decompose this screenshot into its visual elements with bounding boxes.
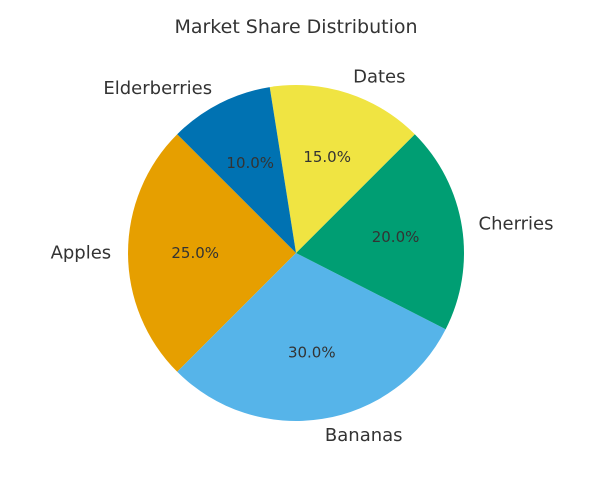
- pie-slices: [128, 85, 464, 421]
- category-label-cherries: Cherries: [479, 214, 554, 235]
- category-label-dates: Dates: [353, 67, 405, 88]
- category-label-bananas: Bananas: [325, 425, 403, 446]
- pie-slice-dates: [269, 85, 415, 253]
- category-label-elderberries: Elderberries: [103, 78, 212, 99]
- percent-label-cherries: 20.0%: [372, 228, 420, 246]
- category-labels: Apples Bananas Cherries Dates Elderberries: [51, 67, 554, 446]
- percent-label-apples: 25.0%: [171, 244, 219, 262]
- pie-slice-elderberries: [177, 87, 296, 253]
- percent-label-bananas: 30.0%: [288, 344, 336, 362]
- pie-slice-apples: [128, 134, 296, 372]
- category-label-apples: Apples: [51, 243, 112, 264]
- pie-slice-bananas: [177, 253, 446, 421]
- chart-title: Market Share Distribution: [174, 16, 417, 38]
- pie-slice-cherries: [296, 134, 464, 330]
- percent-label-elderberries: 10.0%: [226, 154, 274, 172]
- percent-label-dates: 15.0%: [303, 148, 351, 166]
- percent-labels: 25.0% 30.0% 20.0% 15.0% 10.0%: [171, 148, 419, 361]
